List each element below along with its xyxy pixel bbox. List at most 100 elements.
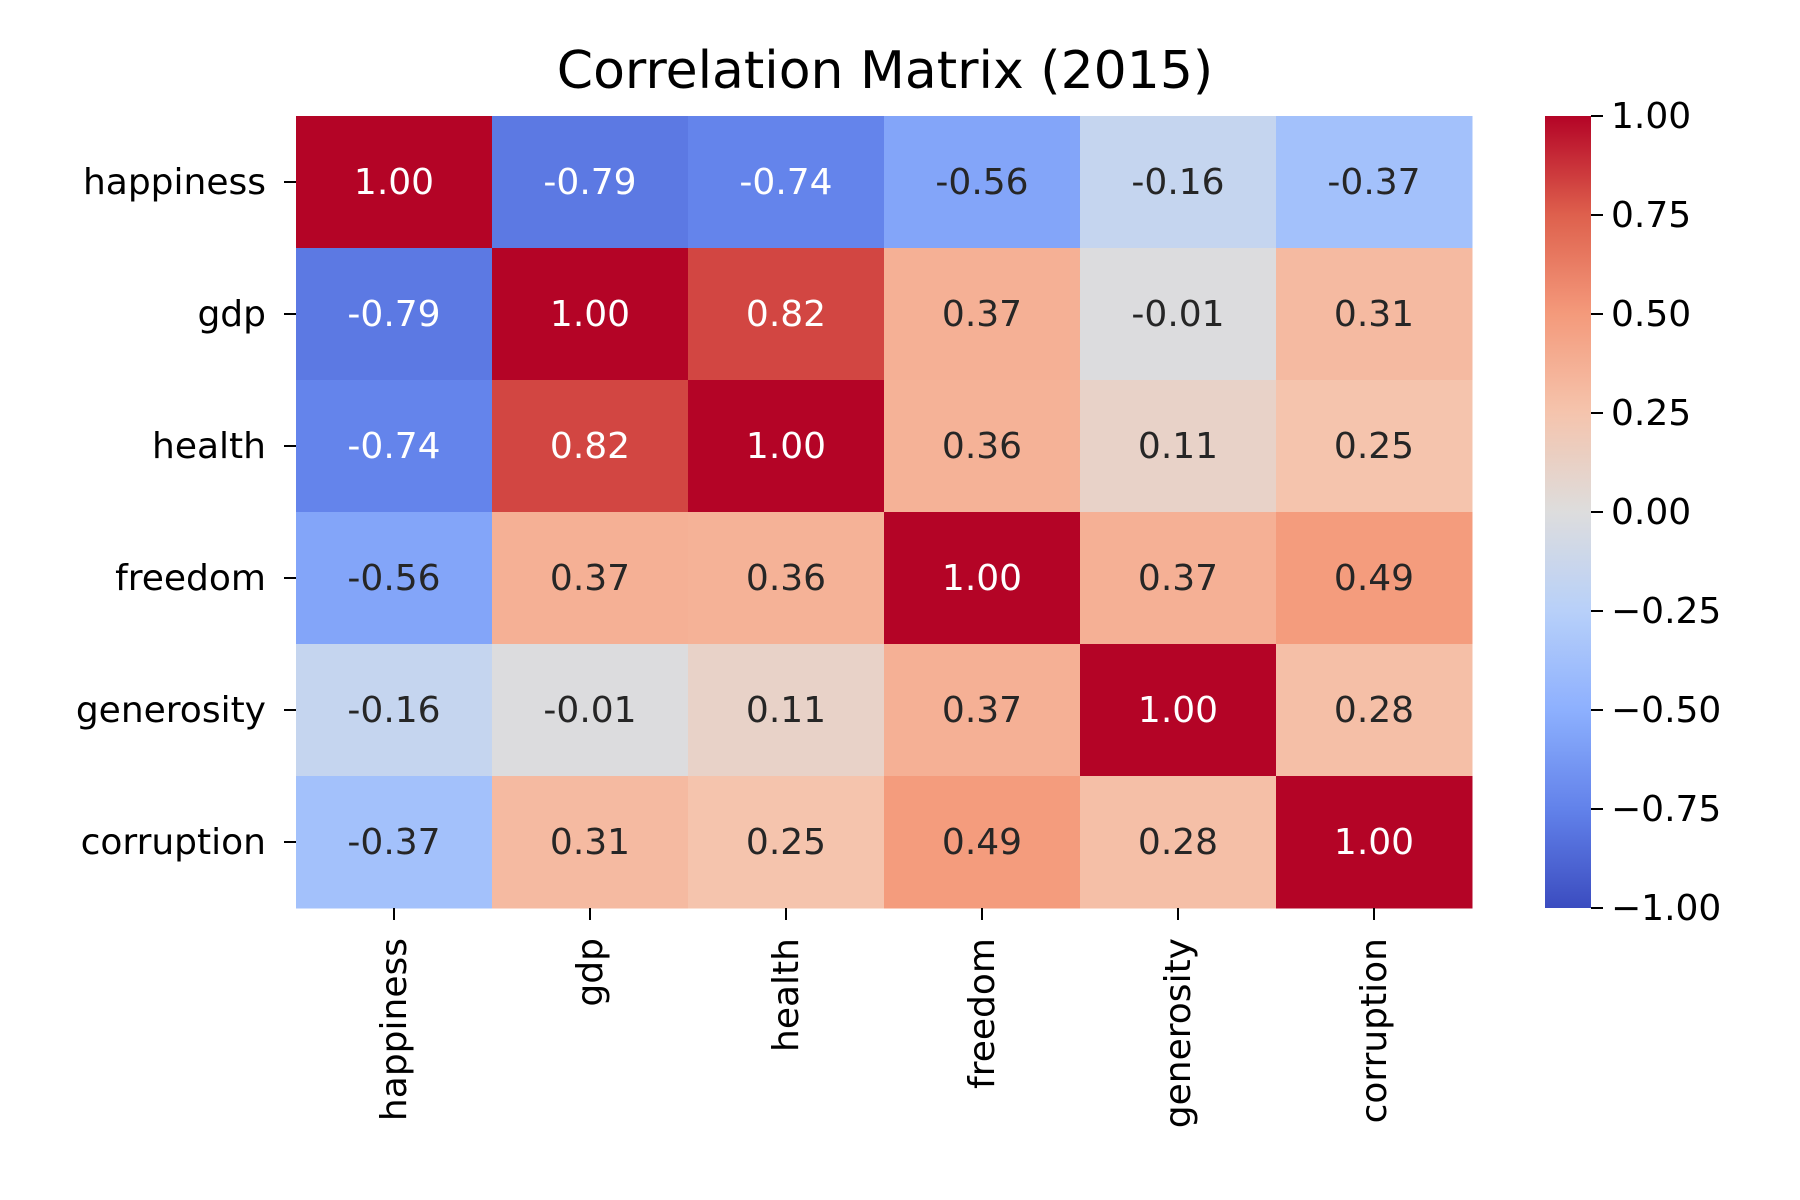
heatmap-cell-freedom-corruption [1276,512,1473,645]
heatmap-cell-health-generosity [1080,380,1277,513]
cell-value-label: 1.00 [550,294,630,335]
cell-value-label: -0.79 [347,294,440,335]
cell-value-label: 0.25 [746,822,826,863]
y-tick-label-health: health [152,426,266,467]
cell-value-label: 0.28 [1138,822,1218,863]
cell-value-label: 0.11 [1138,426,1218,467]
heatmap-cell-health-gdp [492,380,689,513]
cell-value-label: -0.79 [543,162,636,203]
y-tick-label-generosity: generosity [76,690,266,731]
cell-value-label: 0.37 [942,294,1022,335]
cell-value-label: 1.00 [942,558,1022,599]
x-tick-label-gdp: gdp [570,938,611,1007]
heatmap-cell-gdp-gdp [492,248,689,381]
heatmap-cell-freedom-freedom [884,512,1081,645]
cell-value-label: -0.01 [543,690,636,731]
heatmap-cell-generosity-corruption [1276,644,1473,777]
cell-value-label: 0.36 [942,426,1022,467]
heatmap-cell-health-corruption [1276,380,1473,513]
colorbar-tick-label: 0.75 [1611,195,1691,236]
colorbar-tick-label: −0.25 [1611,591,1721,632]
cell-value-label: -0.16 [1131,162,1224,203]
heatmap-cell-corruption-freedom [884,776,1081,909]
cell-value-label: 0.11 [746,690,826,731]
heatmap-cell-happiness-corruption [1276,116,1473,249]
cell-value-label: 0.37 [942,690,1022,731]
colorbar-tick-label: 0.00 [1611,492,1691,533]
heatmap-cell-corruption-corruption [1276,776,1473,909]
colorbar-gradient [1545,116,1591,908]
heatmap-cell-corruption-health [688,776,885,909]
heatmap-cell-health-freedom [884,380,1081,513]
colorbar-tick-label: 0.25 [1611,393,1691,434]
cell-value-label: 0.31 [1334,294,1414,335]
cell-value-label: 1.00 [354,162,434,203]
colorbar: 1.00 0.75 0.50 0.25 0.00 −0.25 −0.50 −0.75 −1.00 [1545,96,1721,929]
heatmap-cell-happiness-happiness [296,116,493,249]
cell-value-label: 1.00 [746,426,826,467]
cell-value-label: -0.16 [347,690,440,731]
x-tick-label-corruption: corruption [1354,938,1395,1123]
cell-value-label: 0.28 [1334,690,1414,731]
heatmap-cell-freedom-happiness [296,512,493,645]
heatmap-cell-gdp-generosity [1080,248,1277,381]
heatmap-cell-gdp-health [688,248,885,381]
x-tick-label-health: health [766,938,807,1052]
cell-value-label: 0.37 [550,558,630,599]
cell-value-label: 0.82 [550,426,630,467]
cell-value-label: -0.37 [1327,162,1420,203]
x-axis: happiness gdp health freedom generosity corru… [374,908,1395,1128]
heatmap-cell-corruption-happiness [296,776,493,909]
heatmap-cell-gdp-happiness [296,248,493,381]
cell-value-label: 1.00 [1138,690,1218,731]
x-tick-label-happiness: happiness [374,938,415,1121]
cell-value-label: -0.74 [347,426,440,467]
colorbar-tick-label: 1.00 [1611,96,1691,137]
colorbar-tick-label: −1.00 [1611,888,1721,929]
y-tick-label-happiness: happiness [83,162,266,203]
heatmap-cell-generosity-generosity [1080,644,1277,777]
heatmap-cell-health-health [688,380,885,513]
colorbar-tick-label: −0.50 [1611,690,1721,731]
cell-value-label: 0.49 [942,822,1022,863]
colorbar-tick-label: 0.50 [1611,294,1691,335]
y-tick-label-corruption: corruption [81,822,266,863]
heatmap-cell-generosity-happiness [296,644,493,777]
heatmap-cells: 1.00 -0.79 -0.74 -0.56 -0.16 -0.37 -0.79 1.00 0.… [296,116,1473,909]
heatmap-cell-gdp-freedom [884,248,1081,381]
cell-value-label: 0.36 [746,558,826,599]
heatmap-cell-gdp-corruption [1276,248,1473,381]
cell-value-label: 0.25 [1334,426,1414,467]
heatmap-cell-freedom-generosity [1080,512,1277,645]
cell-value-label: 1.00 [1334,822,1414,863]
heatmap-cell-happiness-freedom [884,116,1081,249]
cell-value-label: -0.37 [347,822,440,863]
colorbar-tick-label: −0.75 [1611,789,1721,830]
cell-value-label: -0.56 [935,162,1028,203]
heatmap-cell-corruption-generosity [1080,776,1277,909]
heatmap-cell-happiness-gdp [492,116,689,249]
heatmap-cell-freedom-gdp [492,512,689,645]
cell-value-label: -0.56 [347,558,440,599]
heatmap-cell-freedom-health [688,512,885,645]
heatmap-cell-generosity-gdp [492,644,689,777]
y-tick-label-freedom: freedom [115,558,266,599]
heatmap-cell-generosity-freedom [884,644,1081,777]
x-tick-label-generosity: generosity [1158,938,1199,1128]
heatmap-cell-happiness-health [688,116,885,249]
x-tick-label-freedom: freedom [962,938,1003,1089]
y-axis: happiness gdp health freedom generosity corru… [76,162,296,863]
cell-value-label: -0.01 [1131,294,1224,335]
heatmap-cell-health-happiness [296,380,493,513]
cell-value-label: 0.82 [746,294,826,335]
cell-value-label: 0.37 [1138,558,1218,599]
chart-title: Correlation Matrix (2015) [557,41,1213,101]
cell-value-label: 0.49 [1334,558,1414,599]
cell-value-label: -0.74 [739,162,832,203]
cell-value-label: 0.31 [550,822,630,863]
heatmap-cell-corruption-gdp [492,776,689,909]
heatmap-cell-happiness-generosity [1080,116,1277,249]
heatmap-cell-generosity-health [688,644,885,777]
